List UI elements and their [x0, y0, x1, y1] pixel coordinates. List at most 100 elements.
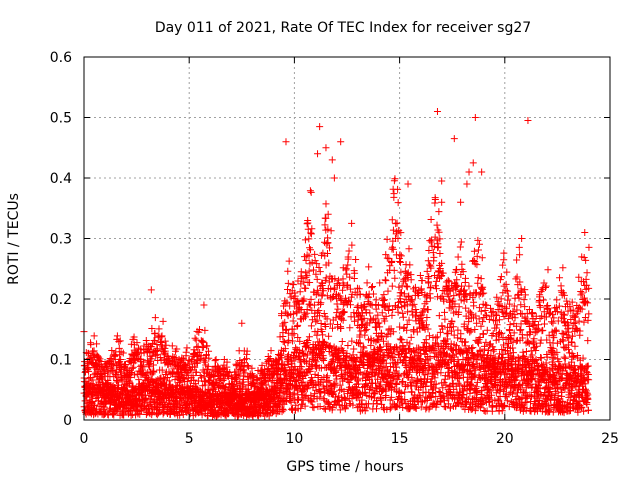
data-point	[347, 301, 355, 309]
data-point	[306, 187, 314, 195]
data-point	[435, 208, 443, 216]
data-point	[417, 350, 425, 358]
data-point	[544, 266, 552, 274]
data-point	[479, 399, 487, 407]
data-point	[503, 287, 511, 295]
data-point	[430, 253, 438, 261]
data-point	[339, 316, 347, 324]
data-point	[472, 366, 480, 374]
data-point	[363, 279, 371, 287]
data-point	[386, 405, 394, 413]
data-point	[531, 398, 539, 406]
data-point	[559, 264, 567, 272]
data-point	[407, 333, 415, 341]
data-point	[283, 310, 291, 318]
data-point	[467, 404, 475, 412]
data-point	[376, 381, 384, 389]
data-point	[361, 331, 369, 339]
data-point	[190, 376, 198, 384]
data-point	[147, 393, 155, 401]
data-point	[548, 318, 556, 326]
data-point	[476, 334, 484, 342]
data-point	[401, 388, 409, 396]
data-point	[384, 287, 392, 295]
data-point	[458, 282, 466, 290]
data-point	[348, 337, 356, 345]
data-point	[496, 350, 504, 358]
data-point	[163, 374, 171, 382]
data-point	[354, 376, 362, 384]
data-point	[135, 344, 143, 352]
data-point	[303, 305, 311, 313]
data-point	[437, 369, 445, 377]
data-point	[337, 324, 345, 332]
data-point	[448, 380, 456, 388]
data-point	[302, 256, 310, 264]
data-point	[127, 358, 135, 366]
data-point	[423, 314, 431, 322]
data-point	[122, 361, 130, 369]
data-point	[90, 332, 98, 340]
data-point	[505, 339, 513, 347]
data-point	[319, 287, 327, 295]
data-point	[399, 403, 407, 411]
data-point	[394, 371, 402, 379]
data-point	[470, 302, 478, 310]
data-point	[406, 261, 414, 269]
data-point	[384, 330, 392, 338]
data-point	[376, 323, 384, 331]
data-point	[504, 315, 512, 323]
data-point	[315, 264, 323, 272]
data-point	[500, 256, 508, 264]
data-point	[408, 302, 416, 310]
data-point	[493, 321, 501, 329]
data-point	[355, 380, 363, 388]
data-point	[306, 300, 314, 308]
data-point	[344, 261, 352, 269]
data-point	[322, 200, 330, 208]
data-point	[250, 373, 258, 381]
data-point	[513, 256, 521, 264]
data-point	[465, 358, 473, 366]
data-point	[552, 303, 560, 311]
data-point	[396, 335, 404, 343]
data-point	[191, 334, 199, 342]
data-point	[456, 243, 464, 251]
data-point	[425, 272, 433, 280]
data-point	[471, 260, 479, 268]
data-point	[116, 351, 124, 359]
data-point	[471, 325, 479, 333]
data-point	[486, 395, 494, 403]
data-point	[383, 405, 391, 413]
data-point	[543, 353, 551, 361]
data-point	[289, 310, 297, 318]
data-point	[304, 336, 312, 344]
data-point	[499, 261, 507, 269]
data-point	[304, 225, 312, 233]
data-point	[400, 275, 408, 283]
data-point	[343, 270, 351, 278]
data-point	[484, 347, 492, 355]
data-point	[506, 300, 514, 308]
data-point	[387, 345, 395, 353]
data-point	[115, 338, 123, 346]
data-point	[492, 317, 500, 325]
data-point	[520, 296, 528, 304]
data-point	[559, 315, 567, 323]
data-point	[558, 336, 566, 344]
data-point	[322, 274, 330, 282]
data-point	[397, 258, 405, 266]
data-point	[392, 343, 400, 351]
data-point	[459, 268, 467, 276]
data-point	[534, 321, 542, 329]
data-point	[500, 249, 508, 257]
data-point	[371, 379, 379, 387]
data-point	[417, 285, 425, 293]
data-point	[355, 340, 363, 348]
data-point	[314, 372, 322, 380]
data-point	[522, 347, 530, 355]
data-point	[539, 326, 547, 334]
data-point	[524, 318, 532, 326]
data-point	[438, 292, 446, 300]
data-point	[348, 219, 356, 227]
